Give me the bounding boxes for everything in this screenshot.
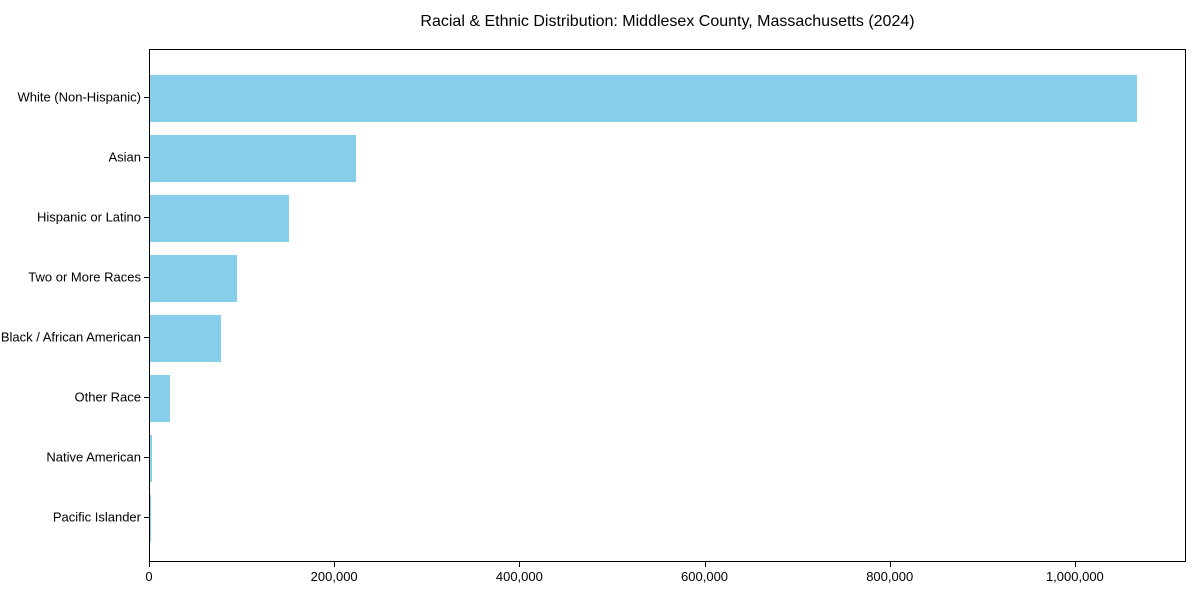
y-tick-label-native-american: Native American	[46, 449, 141, 465]
plot-area	[149, 49, 1186, 562]
y-tick-mark	[144, 337, 149, 338]
y-tick-label-asian: Asian	[108, 149, 141, 165]
y-tick-mark	[144, 397, 149, 398]
bar-other-race	[150, 374, 171, 422]
bar-hispanic-or-latino	[150, 194, 289, 242]
bar-native-american	[150, 434, 152, 482]
y-tick-label-two-or-more-races: Two or More Races	[28, 269, 141, 285]
y-tick-label-white-non-hispanic: White (Non-Hispanic)	[17, 89, 141, 105]
bar-black-african-american	[150, 314, 222, 362]
x-tick-mark	[704, 562, 706, 567]
x-tick-label-800-000: 800,000	[866, 569, 914, 584]
y-tick-mark	[144, 157, 149, 158]
x-tick-label-1-000-000: 1,000,000	[1045, 569, 1104, 584]
y-tick-mark	[144, 217, 149, 218]
bar-white-non-hispanic	[150, 74, 1137, 122]
bar-asian	[150, 134, 356, 182]
y-tick-label-pacific-islander: Pacific Islander	[52, 509, 141, 525]
y-tick-mark	[144, 277, 149, 278]
y-tick-mark	[144, 457, 149, 458]
y-tick-mark	[144, 97, 149, 98]
x-tick-mark	[1074, 562, 1076, 567]
x-tick-label-600-000: 600,000	[681, 569, 729, 584]
bar-two-or-more-races	[150, 254, 238, 302]
x-tick-label-0: 0	[145, 569, 153, 584]
y-tick-label-black-african-american: Black / African American	[0, 329, 141, 345]
y-tick-label-other-race: Other Race	[74, 389, 141, 405]
x-tick-mark	[149, 562, 150, 567]
x-tick-mark	[519, 562, 521, 567]
y-tick-mark	[144, 517, 149, 518]
x-tick-label-400-000: 400,000	[495, 569, 543, 584]
x-tick-label-200-000: 200,000	[310, 569, 358, 584]
y-tick-label-hispanic-or-latino: Hispanic or Latino	[36, 209, 141, 225]
x-tick-mark	[334, 562, 336, 567]
chart-title: Racial & Ethnic Distribution: Middlesex …	[420, 13, 915, 30]
x-tick-mark	[889, 562, 891, 567]
